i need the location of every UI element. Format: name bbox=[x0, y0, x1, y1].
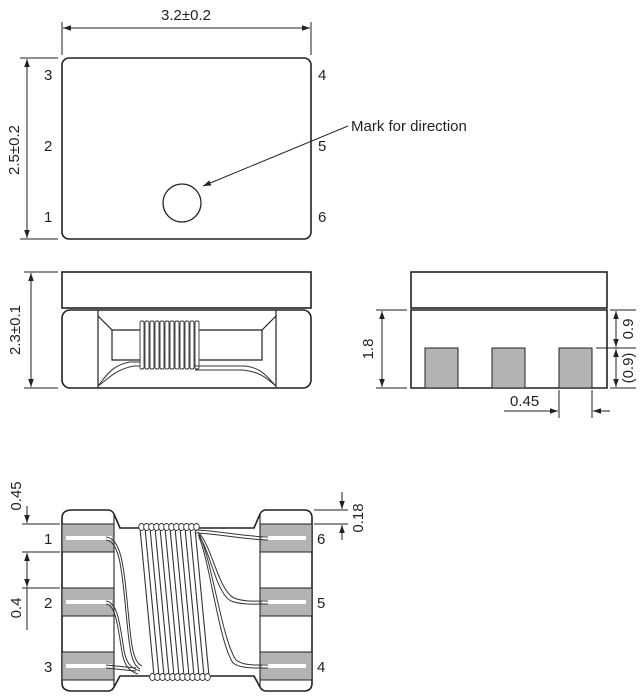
bottom-view: 1 2 3 6 5 4 0.45 0.4 0.18 bbox=[8, 481, 367, 692]
bottom-winding-turn bbox=[149, 527, 165, 677]
top-view-body bbox=[61, 57, 312, 240]
top-pin-label-1: 1 bbox=[44, 209, 52, 226]
front-winding bbox=[139, 320, 200, 370]
bottom-winding-turn bbox=[154, 527, 170, 677]
direction-mark-label: Mark for direction bbox=[351, 118, 467, 135]
bottom-winding-turn bbox=[169, 527, 185, 677]
side-view-cap bbox=[410, 271, 608, 309]
front-height-dimension: 2.3±0.1 bbox=[7, 305, 24, 355]
top-pin-label-4: 4 bbox=[318, 67, 326, 84]
side-view-body bbox=[410, 309, 608, 389]
side-height-dimension: 1.8 bbox=[360, 339, 377, 360]
side-lower-dimension: (0.9) bbox=[620, 353, 637, 384]
bottom-winding-bottom bbox=[204, 673, 211, 681]
front-winding-turn bbox=[194, 320, 200, 370]
bottom-winding-turn bbox=[194, 527, 210, 677]
bottom-winding-turn bbox=[159, 527, 175, 677]
bottom-pin-label-4: 4 bbox=[317, 659, 325, 676]
bottom-winding-turn bbox=[179, 527, 195, 677]
front-winding-turn bbox=[174, 320, 180, 370]
top-width-dimension: 3.2±0.2 bbox=[161, 7, 211, 24]
bottom-gap-dimension: 0.18 bbox=[350, 503, 367, 532]
front-winding-turn bbox=[164, 320, 170, 370]
bottom-winding-turn bbox=[189, 527, 205, 677]
top-pin-label-2: 2 bbox=[44, 138, 52, 155]
front-winding-turn bbox=[144, 320, 150, 370]
front-view-cap bbox=[61, 271, 312, 309]
front-winding-turn bbox=[189, 320, 195, 370]
bottom-winding-turn bbox=[164, 527, 180, 677]
side-terminal-2 bbox=[491, 347, 526, 389]
bottom-winding-turn bbox=[144, 527, 160, 677]
front-winding-turn bbox=[139, 320, 145, 370]
bottom-pin-label-5: 5 bbox=[317, 595, 325, 612]
bottom-winding-turn bbox=[139, 527, 155, 677]
side-view: 1.8 0.9 (0.9) 0.45 bbox=[360, 271, 637, 418]
top-pin-label-5: 5 bbox=[318, 138, 326, 155]
bottom-pin-label-2: 2 bbox=[44, 595, 52, 612]
top-height-dimension: 2.5±0.2 bbox=[6, 125, 23, 175]
front-winding-turn bbox=[154, 320, 160, 370]
front-winding-turn bbox=[149, 320, 155, 370]
top-pin-label-6: 6 bbox=[318, 209, 326, 226]
bottom-pin-label-6: 6 bbox=[317, 531, 325, 548]
front-view-body bbox=[61, 309, 312, 389]
side-width-dimension: 0.45 bbox=[510, 393, 539, 410]
bottom-pitch-top-dimension: 0.45 bbox=[8, 481, 25, 510]
front-view: 2.3±0.1 bbox=[7, 271, 312, 389]
top-view: 3.2±0.2 2.5±0.2 3 2 1 4 5 6 Mark for dir… bbox=[6, 7, 467, 240]
bottom-view-body bbox=[61, 509, 313, 692]
bottom-winding-top bbox=[193, 523, 200, 531]
side-upper-dimension: 0.9 bbox=[620, 319, 637, 340]
top-pin-label-3: 3 bbox=[44, 67, 52, 84]
front-winding-turn bbox=[179, 320, 185, 370]
bottom-pitch-mid-dimension: 0.4 bbox=[8, 598, 25, 619]
side-terminal-1 bbox=[424, 347, 459, 389]
bottom-pin-label-3: 3 bbox=[44, 659, 52, 676]
side-terminal-3 bbox=[558, 347, 593, 389]
bottom-winding-turn bbox=[184, 527, 200, 677]
front-winding-turn bbox=[159, 320, 165, 370]
front-winding-turn bbox=[169, 320, 175, 370]
bottom-winding-turn bbox=[174, 527, 190, 677]
front-winding-turn bbox=[184, 320, 190, 370]
bottom-pin-label-1: 1 bbox=[44, 531, 52, 548]
direction-mark bbox=[162, 183, 202, 223]
bottom-winding bbox=[138, 523, 211, 681]
